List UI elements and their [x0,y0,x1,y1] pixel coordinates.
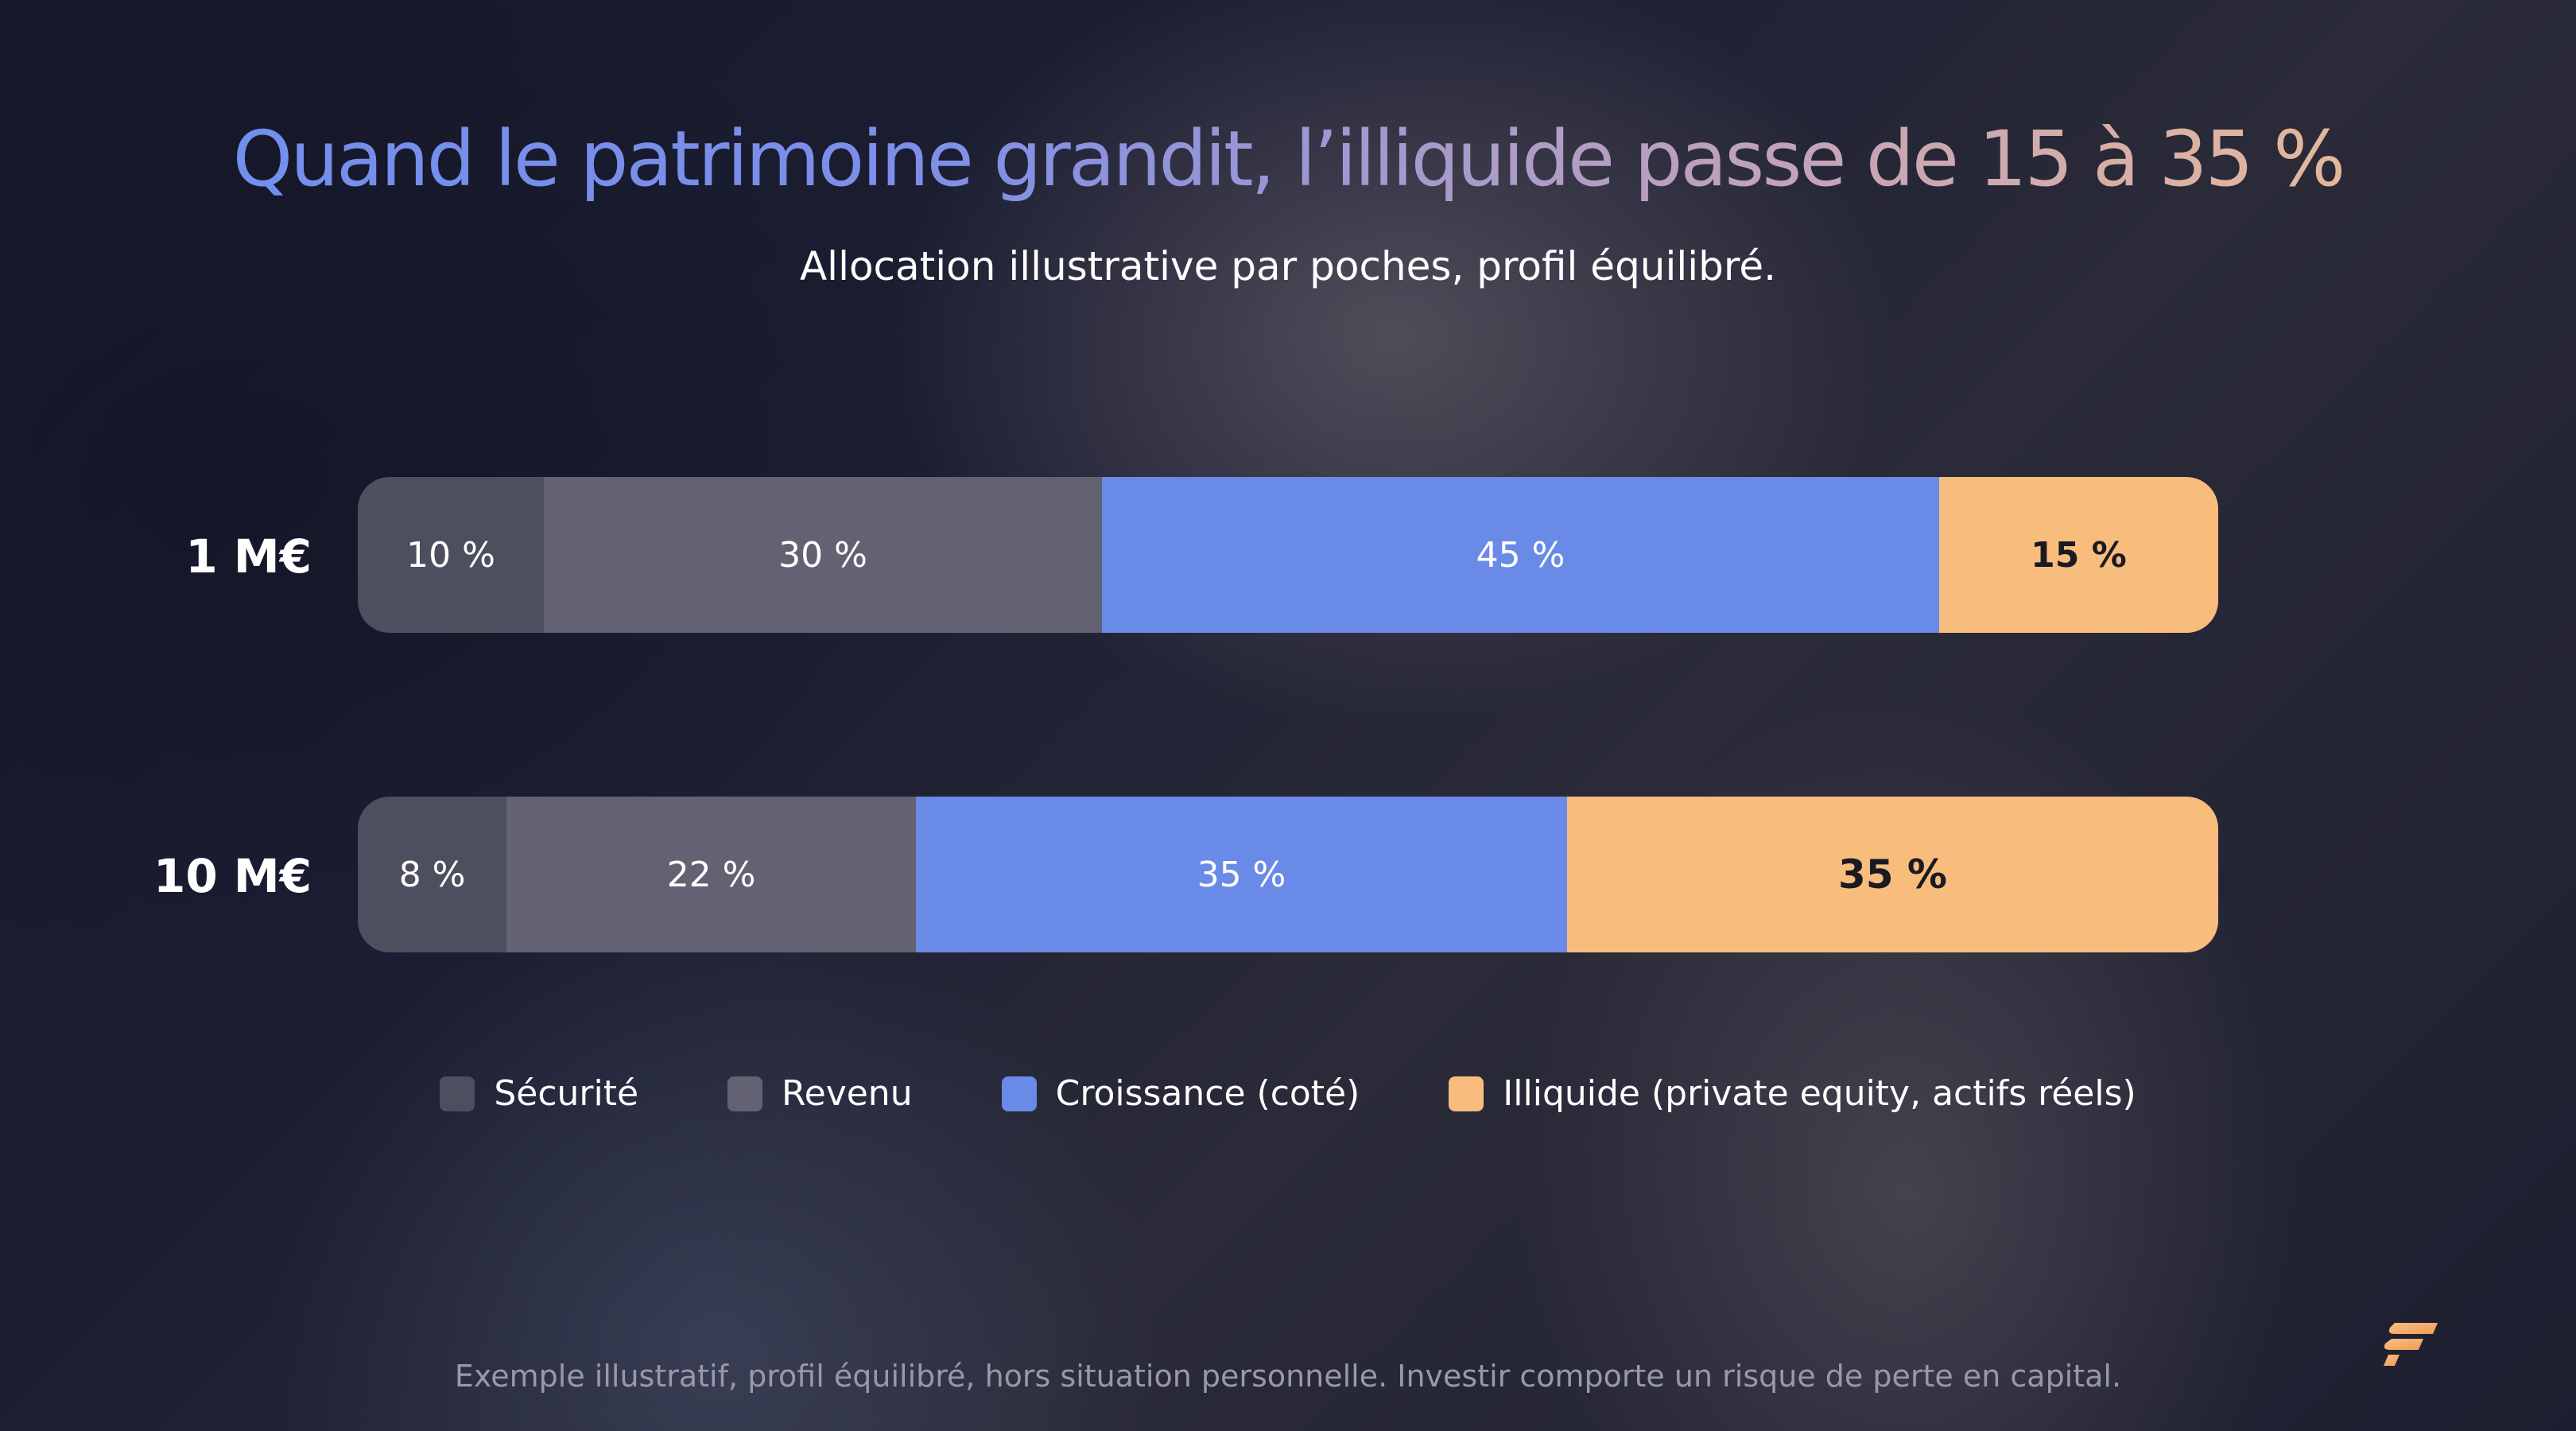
data-label-illiquide-row-0: 15 % [2031,534,2127,576]
legend-item-securite: Sécurité [440,1070,638,1118]
row-label-1m: 1 M€ [185,529,312,584]
data-label-revenu-row-1: 22 % [666,854,756,895]
bar-segment-croissance-row-1: 35 % [915,797,1567,952]
data-label-croissance-row-1: 35 % [1197,854,1286,895]
legend-item-croissance: Croissance (coté) [1001,1070,1360,1118]
bar-segment-securite-row-0: 10 % [358,477,544,633]
bar-segment-illiquide-row-0: 15 % [1939,477,2218,633]
disclaimer-footer: Exemple illustratif, profil équilibré, h… [454,1359,2122,1394]
data-label-securite-row-0: 10 % [406,534,495,576]
chart-subtitle: Allocation illustrative par poches, prof… [799,243,1777,289]
data-label-securite-row-1: 8 % [398,854,466,895]
legend-label-illiquide: Illiquide (private equity, actifs réels) [1503,1073,2136,1114]
bar-segment-illiquide-row-1: 35 % [1566,797,2218,952]
legend-label-revenu: Revenu [782,1073,913,1114]
brand-logo-icon [2384,1323,2438,1366]
legend-label-securite: Sécurité [494,1073,639,1114]
legend-swatch-securite [440,1076,475,1111]
stacked-bar-1m: 10 % 30 % 45 % 15 % [358,477,2218,633]
chart-legend: Sécurité Revenu Croissance (coté) Illiqu… [0,1070,2576,1118]
legend-swatch-croissance [1001,1076,1037,1111]
data-label-illiquide-row-1: 35 % [1837,851,1948,898]
data-label-revenu-row-0: 30 % [778,534,867,576]
row-label-10m: 10 M€ [153,849,312,903]
stacked-bar-10m: 8 % 22 % 35 % 35 % [358,797,2218,952]
legend-item-illiquide: Illiquide (private equity, actifs réels) [1449,1070,2136,1118]
legend-item-revenu: Revenu [727,1070,913,1118]
bar-segment-croissance-row-0: 45 % [1102,477,1939,633]
chart-title: Quand le patrimoine grandit, l’illiquide… [0,111,2576,207]
bar-segment-securite-row-1: 8 % [358,797,507,952]
legend-swatch-illiquide [1449,1076,1484,1111]
bar-segment-revenu-row-0: 30 % [544,477,1102,633]
bar-segment-revenu-row-1: 22 % [506,797,916,952]
legend-swatch-revenu [727,1076,763,1111]
legend-label-croissance: Croissance (coté) [1055,1073,1360,1114]
data-label-croissance-row-0: 45 % [1476,534,1565,576]
